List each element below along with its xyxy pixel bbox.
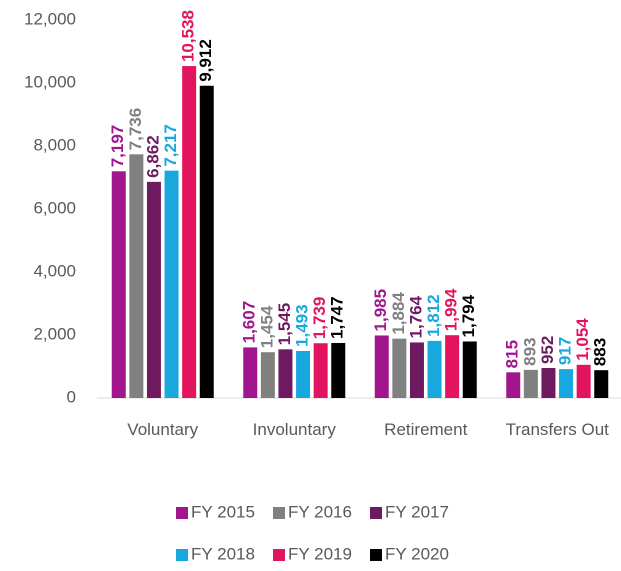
bar (445, 335, 460, 398)
data-label: 952 (538, 336, 557, 364)
data-label: 1,985 (371, 289, 390, 332)
x-tick-label: Voluntary (127, 420, 199, 439)
bar (260, 352, 275, 398)
bar (243, 347, 258, 398)
data-label: 7,197 (108, 125, 127, 168)
bar (523, 369, 538, 398)
bar (427, 340, 442, 398)
bar (129, 154, 144, 398)
bar (409, 342, 424, 398)
legend-label: FY 2015 (191, 502, 255, 521)
y-tick-label: 8,000 (33, 135, 76, 154)
legend-swatch (370, 549, 382, 561)
legend-label: FY 2020 (385, 544, 449, 563)
bar (576, 364, 591, 398)
bar (594, 370, 609, 398)
data-label: 1,545 (275, 303, 294, 346)
data-label: 1,739 (310, 297, 329, 340)
data-label: 1,747 (328, 296, 347, 339)
legend-swatch (176, 507, 188, 519)
data-label: 917 (556, 337, 575, 365)
data-label: 1,054 (573, 318, 592, 361)
bar (374, 335, 389, 398)
bar (313, 343, 328, 398)
bar (199, 85, 214, 398)
data-label: 1,794 (459, 294, 478, 337)
bar (146, 181, 161, 398)
legend-label: FY 2016 (288, 502, 352, 521)
bar (164, 170, 179, 398)
y-tick-label: 0 (67, 387, 76, 406)
data-label: 815 (503, 340, 522, 368)
x-tick-label: Retirement (384, 420, 468, 439)
data-label: 7,736 (126, 108, 145, 151)
legend-swatch (273, 507, 285, 519)
data-label: 883 (591, 338, 610, 366)
bar (462, 341, 477, 398)
bar (111, 171, 126, 398)
data-label: 9,912 (196, 39, 215, 82)
y-tick-label: 12,000 (24, 9, 76, 28)
data-label: 1,884 (389, 292, 408, 335)
data-label: 1,764 (406, 295, 425, 338)
bar (559, 369, 574, 398)
data-label: 10,538 (179, 10, 198, 62)
data-label: 6,862 (143, 135, 162, 178)
legend-swatch (370, 507, 382, 519)
legend-label: FY 2018 (191, 544, 255, 563)
data-label: 1,493 (293, 304, 312, 347)
bar (331, 342, 346, 398)
y-tick-label: 2,000 (33, 324, 76, 343)
data-label: 1,994 (442, 288, 461, 331)
bar (296, 350, 311, 398)
data-label: 1,607 (240, 301, 259, 344)
data-label: 1,812 (424, 294, 443, 337)
bar (278, 349, 293, 398)
data-label: 7,217 (161, 124, 180, 167)
bar (541, 368, 556, 398)
bar (392, 338, 407, 398)
legend-swatch (273, 549, 285, 561)
legend-label: FY 2019 (288, 544, 352, 563)
data-label: 1,454 (257, 305, 276, 348)
x-tick-label: Transfers Out (505, 420, 609, 439)
y-tick-label: 10,000 (24, 72, 76, 91)
legend-label: FY 2017 (385, 502, 449, 521)
data-label: 893 (520, 337, 539, 365)
bar (506, 372, 521, 398)
y-tick-label: 6,000 (33, 198, 76, 217)
bar (182, 66, 197, 398)
y-tick-label: 4,000 (33, 261, 76, 280)
legend-swatch (176, 549, 188, 561)
x-tick-label: Involuntary (252, 420, 336, 439)
